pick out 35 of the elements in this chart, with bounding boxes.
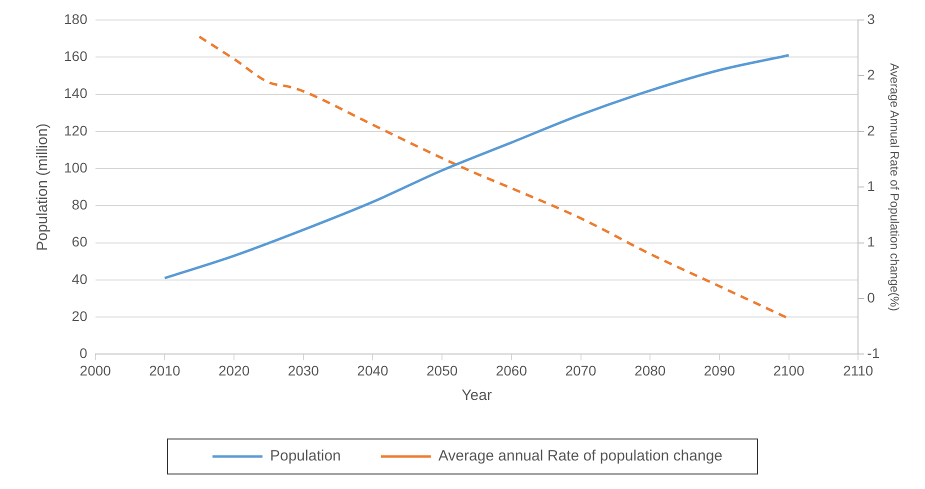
y2-tick-label: 1 xyxy=(867,178,876,194)
y-tick-label: 80 xyxy=(72,196,88,213)
x-tick-label: 2010 xyxy=(149,362,180,378)
legend-label: Average annual Rate of population change xyxy=(438,448,723,465)
x-tick-label: 2110 xyxy=(843,362,874,378)
y2-axis-title: Average Annual Rate of Population change(%) xyxy=(887,63,902,312)
x-tick-label: 2100 xyxy=(773,362,805,378)
x-tick-label: 2020 xyxy=(218,362,250,378)
y-tick-label: 0 xyxy=(80,345,88,362)
x-axis-title: Year xyxy=(462,387,492,404)
y2-tick-label: 2 xyxy=(867,122,876,138)
x-tick-label: 2050 xyxy=(426,362,458,378)
y-tick-label: 60 xyxy=(72,234,88,250)
x-tick-label: 2090 xyxy=(704,362,736,378)
line-series xyxy=(163,54,790,280)
x-tick-label: 2070 xyxy=(565,362,597,378)
y2-tick-label: 2 xyxy=(867,66,876,83)
x-tick-label: 2030 xyxy=(288,362,320,378)
x-tick-label: 2080 xyxy=(634,362,666,378)
y2-tick-label: 0 xyxy=(867,289,876,306)
y2-tick-label: 3 xyxy=(867,10,876,27)
y2-tick-label: 1 xyxy=(867,234,876,250)
x-tick-label: 2000 xyxy=(80,362,112,378)
x-tick-label: 2060 xyxy=(496,362,528,378)
y2-tick-label: -1 xyxy=(867,345,880,362)
y-tick-label: 180 xyxy=(64,10,88,27)
y-tick-label: 40 xyxy=(72,270,88,287)
x-tick-label: 2040 xyxy=(357,362,389,378)
y-tick-label: 120 xyxy=(64,122,88,138)
y-tick-label: 140 xyxy=(64,85,88,102)
legend-label: Population xyxy=(270,448,341,465)
y-tick-label: 100 xyxy=(64,159,88,176)
y-tick-label: 20 xyxy=(72,308,88,324)
y-tick-label: 160 xyxy=(64,48,88,64)
y-axis-title: Population (million) xyxy=(34,123,52,251)
